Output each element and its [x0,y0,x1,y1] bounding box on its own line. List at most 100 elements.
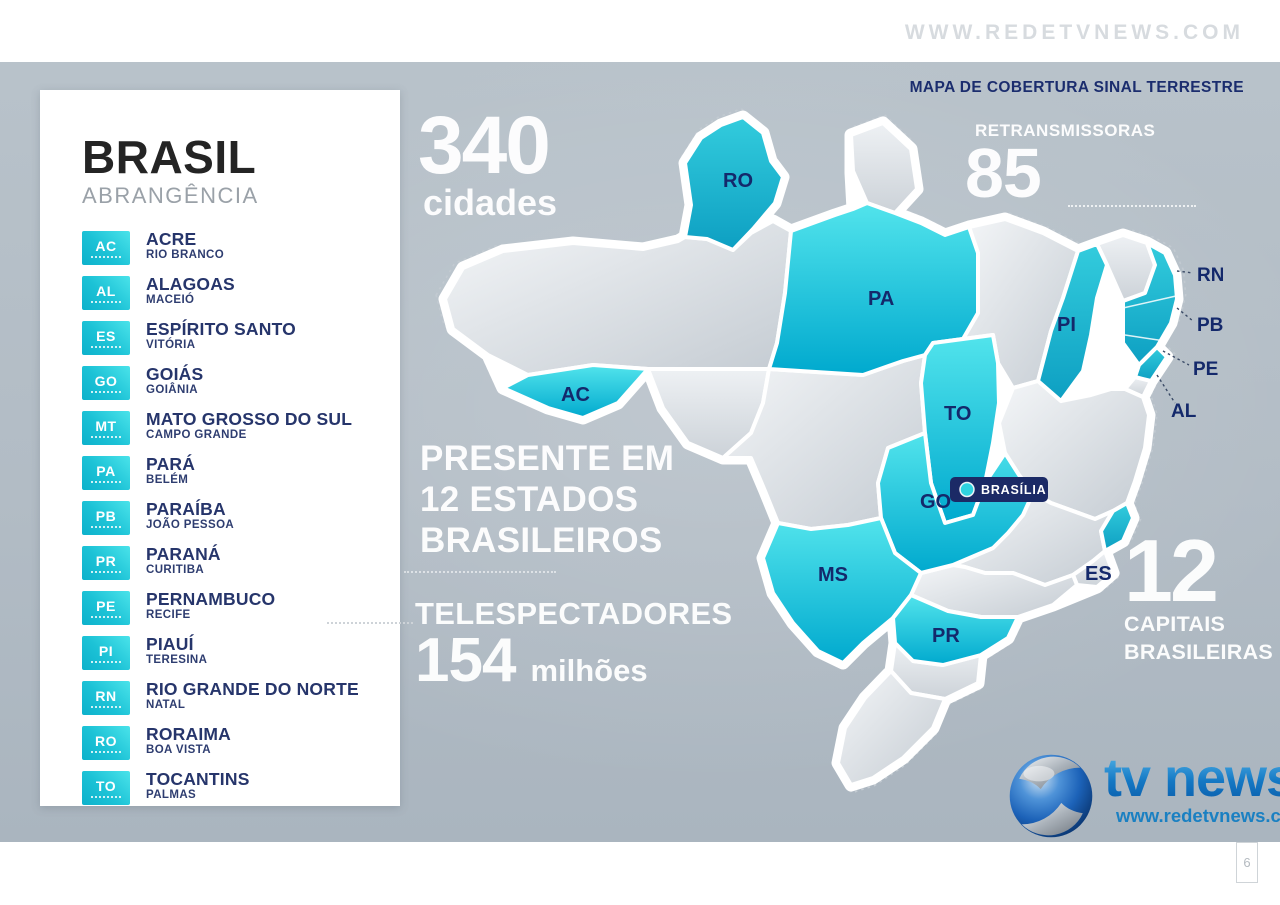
capitals-line2: BRASILEIRAS [1124,639,1274,664]
badge-dotted-line [91,390,121,393]
presence-line2: 12 ESTADOS [420,480,639,519]
badge-dotted-line [91,435,121,438]
list-item: PB PARAÍBA JOÃO PESSOA [82,499,400,535]
state-code-badge: PR [82,546,130,580]
state-name: PIAUÍ [146,634,194,654]
list-item: MT MATO GROSSO DO SUL CAMPO GRANDE [82,410,400,445]
state-code: MT [95,417,117,434]
state-amapa [849,121,919,215]
list-item: ES ESPÍRITO SANTO VITÓRIA [82,319,400,355]
badge-dotted-line [91,795,121,798]
state-capital: NATAL [146,699,186,712]
state-code-badge: TO [82,771,130,805]
state-name: ESPÍRITO SANTO [146,319,296,339]
state-name: GOIÁS [146,364,204,384]
state-para-covered [767,201,980,377]
decorative-dotted-line [404,571,556,573]
state-code-badge: PE [82,591,130,625]
state-capital: PALMAS [146,789,197,802]
state-text: RORAIMA BOA VISTA [146,724,232,757]
list-item: RO RORAIMA BOA VISTA [82,724,400,760]
presence-stat: PRESENTE EM 12 ESTADOS BRASILEIROS [420,438,674,561]
state-code-badge: PB [82,501,130,535]
state-text: PIAUÍ TERESINA [146,634,208,667]
panel-title: BRASIL [82,131,257,183]
state-text: ESPÍRITO SANTO VITÓRIA [146,319,296,352]
state-code: TO [95,777,117,794]
presence-line1: PRESENTE EM [420,439,675,478]
state-capital: TERESINA [146,654,208,667]
map-label-to: TO [944,403,971,425]
list-item: AC ACRE RIO BRANCO [82,230,400,265]
state-alagoas-covered [1133,345,1169,383]
state-name: RORAIMA [146,724,232,744]
list-item: PI PIAUÍ TERESINA [82,634,400,670]
map-label-es: ES [1085,563,1112,585]
viewers-unit: milhões [530,653,648,688]
ne-state-dividers [1122,295,1177,342]
state-capital: BOA VISTA [146,744,211,757]
state-code: PI [98,642,114,659]
badge-dotted-line [91,570,121,573]
list-item: GO GOIÁS GOIÂNIA [82,364,400,400]
state-code-badge: AL [82,276,130,310]
website-url-bottom: www.redetvnews.com [1116,805,1280,827]
map-label-al: AL [1171,401,1197,422]
map-label-ac: AC [561,384,590,406]
badge-dotted-line [91,480,121,483]
badge-dotted-line [91,705,121,708]
capitals-stat: 12 CAPITAIS BRASILEIRAS [1124,527,1274,665]
state-text: TOCANTINS PALMAS [146,770,250,802]
state-capital: VITÓRIA [146,339,196,352]
cities-label: cidades [423,182,558,224]
state-capital: RIO BRANCO [146,249,225,262]
panel-subtitle: ABRANGÊNCIA [82,183,259,208]
state-capital: RECIFE [146,609,191,622]
redetv-sphere-icon [1009,754,1093,838]
state-name: PARANÁ [146,544,221,564]
leader-lines [1156,270,1194,404]
capitals-line1: CAPITAIS [1124,611,1226,636]
map-label-pe: PE [1193,359,1218,380]
state-code: PR [95,552,117,569]
map-title: MAPA DE COBERTURA SINAL TERRESTRE [909,79,1244,96]
state-capital: JOÃO PESSOA [146,519,235,532]
map-label-pb: PB [1197,315,1223,336]
coverage-board: MAPA DE COBERTURA SINAL TERRESTRE BRASIL… [0,62,1280,842]
state-text: PARAÍBA JOÃO PESSOA [146,499,235,532]
state-code-badge: PA [82,456,130,490]
state-name: PARAÍBA [146,499,226,519]
brasilia-marker: BRASÍLIA [950,477,1048,502]
retransmitters-stat: RETRANSMISSORAS 85 [965,121,1155,208]
brasilia-dot [959,481,975,498]
map-label-pi: PI [1057,314,1076,336]
state-capital: BELÉM [146,474,189,487]
state-capital: GOIÂNIA [146,384,198,397]
state-code: GO [94,372,118,389]
state-text: MATO GROSSO DO SUL CAMPO GRANDE [146,410,352,442]
badge-dotted-line [91,750,121,753]
state-code-badge: AC [82,231,130,265]
state-code-badge: ES [82,321,130,355]
page-number: 6 [1236,842,1258,883]
viewers-stat: TELESPECTADORES 154 milhões [415,596,732,691]
list-item: PR PARANÁ CURITIBA [82,544,400,580]
state-text: GOIÁS GOIÂNIA [146,364,204,397]
viewers-value: 154 [415,626,516,695]
list-item: TO TOCANTINS PALMAS [82,770,400,805]
map-label-go: GO [920,491,951,513]
state-rio-grande-do-sul [836,669,947,787]
badge-dotted-line [91,300,121,303]
state-text: ACRE RIO BRANCO [146,230,225,262]
presence-line3: BRASILEIROS [420,521,663,560]
badge-dotted-line [91,615,121,618]
state-code: PA [96,462,116,479]
badge-dotted-line [91,345,121,348]
cities-stat: 340 cidades [418,104,558,224]
badge-dotted-line [91,255,121,258]
list-item: PE PERNAMBUCO RECIFE [82,590,400,625]
state-code: RO [95,732,117,749]
state-code-badge: PI [82,636,130,670]
state-code-badge: MT [82,411,130,445]
state-parana-covered [891,593,1020,667]
